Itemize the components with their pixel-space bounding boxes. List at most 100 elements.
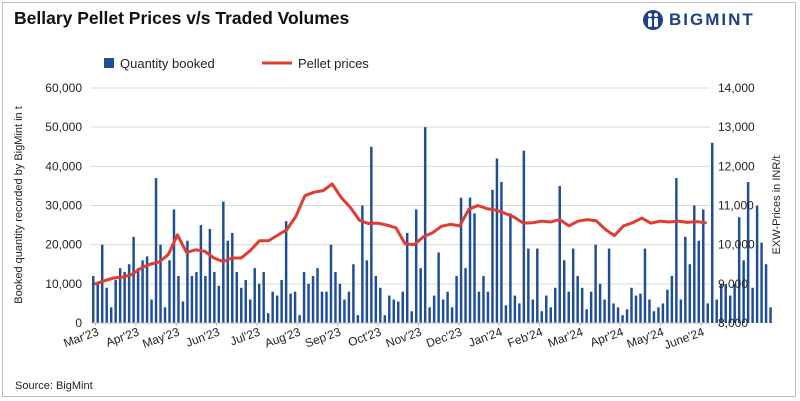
quantity-bar: [100, 244, 104, 323]
quantity-bar: [567, 291, 570, 323]
quantity-bar: [132, 236, 135, 323]
quantity-bar: [217, 285, 221, 323]
quantity-bar: [410, 311, 413, 323]
right-tick-label: 11,000: [718, 199, 754, 213]
quantity-bar: [509, 213, 512, 323]
quantity-bar: [159, 244, 162, 323]
quantity-bar: [388, 295, 391, 323]
quantity-bar: [594, 244, 597, 323]
quantity-bar: [181, 301, 185, 323]
x-tick-label: Jun'23: [184, 325, 222, 350]
quantity-bar: [177, 276, 180, 323]
quantity-bar: [154, 178, 158, 323]
quantity-bar: [491, 189, 494, 323]
quantity-bar: [558, 185, 561, 323]
quantity-bar: [634, 295, 638, 323]
right-tick-label: 14,000: [718, 81, 755, 95]
right-tick-label: 9,000: [718, 277, 748, 291]
x-tick-label: Jan'24: [467, 325, 505, 350]
quantity-bar: [136, 268, 140, 323]
quantity-bar: [244, 279, 247, 323]
quantity-bar: [172, 209, 176, 323]
quantity-bar: [365, 260, 369, 323]
quantity-bar: [724, 283, 727, 323]
quantity-bar: [186, 240, 189, 323]
quantity-bar: [325, 291, 328, 323]
quantity-bar: [702, 209, 705, 323]
quantity-bar: [589, 291, 593, 323]
quantity-bar: [338, 283, 342, 323]
quantity-bar: [298, 315, 301, 323]
quantity-bar: [549, 307, 552, 323]
x-tick-label: May'24: [625, 325, 666, 351]
quantity-bar: [150, 299, 153, 323]
quantity-bar: [293, 291, 297, 323]
right-axis-label: EXW-Prices in INR/t: [771, 156, 783, 255]
quantity-bar: [554, 287, 557, 323]
left-axis-ticks: 0 10,000 20,000 30,000 40,000 50,000 60,000: [45, 81, 82, 330]
bigmint-globe-icon: [643, 10, 663, 30]
quantity-bar: [562, 260, 566, 323]
right-tick-label: 8,000: [718, 316, 748, 330]
quantity-bar: [347, 291, 351, 323]
quantity-bar: [275, 295, 279, 323]
quantity-bar: [643, 248, 647, 323]
x-tick-label: Oct'23: [346, 325, 383, 350]
quantity-bar: [114, 279, 117, 323]
quantity-bar: [231, 232, 234, 323]
quantity-bar: [648, 299, 651, 323]
x-tick-label: Jul'23: [228, 325, 262, 349]
quantity-bar: [199, 225, 203, 323]
quantity-bar: [728, 295, 732, 323]
price-line: [94, 182, 707, 286]
quantity-bar: [482, 276, 485, 323]
quantity-bar: [657, 307, 660, 323]
quantity-bar: [450, 307, 454, 323]
quantity-bar: [280, 279, 283, 323]
quantity-bar: [661, 303, 665, 323]
quantity-bar: [96, 283, 99, 323]
quantity-bar: [746, 182, 750, 323]
quantity-bar: [392, 299, 396, 323]
quantity-bar: [755, 205, 759, 323]
quantity-bar: [356, 315, 360, 323]
quantity-bar: [235, 272, 239, 323]
x-tick-label: June'24: [662, 325, 706, 353]
x-tick-label: Sep'23: [303, 325, 343, 351]
quantity-bar: [616, 307, 620, 323]
quantity-bar: [585, 309, 588, 323]
quantity-bar: [383, 315, 387, 323]
quantity-bar: [195, 272, 198, 323]
quantity-bar: [374, 276, 378, 323]
quantity-bar: [531, 299, 535, 323]
quantity-bar: [437, 252, 440, 323]
quantity-bar: [719, 283, 723, 323]
quantity-bar: [693, 205, 696, 323]
quantity-bar: [679, 299, 683, 323]
quantity-bar: [764, 264, 768, 323]
quantity-bar: [168, 260, 171, 323]
quantity-bar: [271, 291, 274, 323]
quantity-bar: [477, 291, 481, 323]
quantity-bar: [92, 276, 95, 323]
quantity-bar: [316, 268, 319, 323]
quantity-bar: [715, 299, 718, 323]
chart-title: Bellary Pellet Prices v/s Traded Volumes: [14, 8, 350, 28]
quantity-bar: [675, 178, 678, 323]
quantity-bar: [379, 287, 382, 323]
quantity-bar: [343, 299, 346, 323]
x-tick-label: Feb'24: [506, 325, 545, 351]
quantity-bar: [208, 229, 212, 323]
quantity-bar: [464, 268, 467, 323]
quantity-bar: [190, 276, 194, 323]
quantity-bar: [226, 240, 230, 323]
quantity-bar: [307, 283, 310, 323]
quantity-bar: [742, 260, 745, 323]
quantity-bar: [522, 150, 526, 323]
quantity-bar: [513, 295, 517, 323]
quantity-bar: [769, 307, 772, 323]
left-axis-label: Booked quantity recorded by BigMint in t: [13, 106, 25, 304]
quantity-bar: [423, 127, 427, 323]
legend-label-quantity: Quantity booked: [120, 56, 215, 71]
